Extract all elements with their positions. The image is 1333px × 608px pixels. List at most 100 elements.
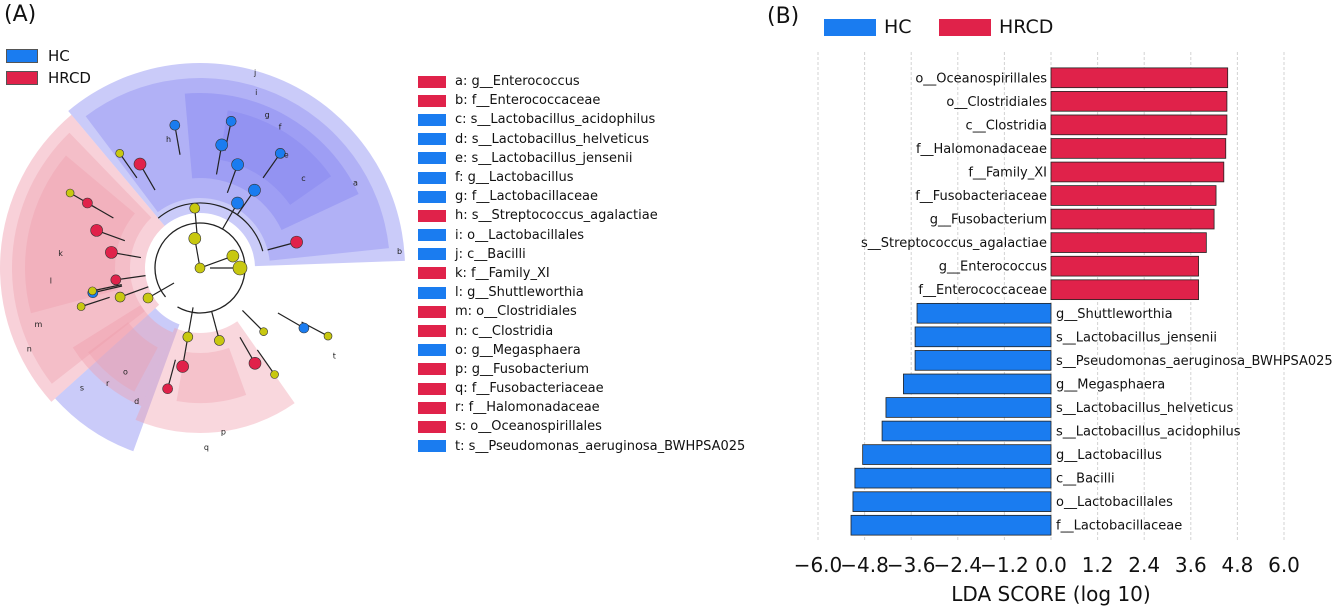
- cladogram-letter: n: [27, 344, 32, 353]
- cladogram-node: [248, 356, 262, 370]
- taxa-legend-swatch: [418, 229, 446, 242]
- cladogram-letter: o: [123, 367, 128, 376]
- legend-b-hrcd: HRCD: [939, 16, 1053, 38]
- cladogram-node: [133, 157, 147, 171]
- cladogram-node: [188, 232, 202, 245]
- clade-sector-clostridiales: [12, 132, 152, 384]
- cladogram-letter: g: [265, 110, 270, 119]
- clade-sector-megasphaera: [55, 308, 180, 452]
- taxa-legend-label: h: s__Streptococcus_agalactiae: [455, 208, 658, 224]
- x-tick-label: 0.0: [1035, 553, 1067, 577]
- x-tick-label: 2.4: [1128, 553, 1160, 577]
- taxa-legend-item: p: g__Fusobacterium: [418, 360, 745, 379]
- lda-bar-label: g__Lactobacillus: [1056, 448, 1162, 463]
- lda-bar-label: o__Clostridiales: [946, 95, 1047, 110]
- x-tick-label: −1.2: [980, 553, 1029, 577]
- legend-a-hrcd: HRCD: [6, 69, 91, 87]
- cladogram-node: [114, 291, 126, 303]
- cladogram-letter: b: [397, 247, 402, 256]
- lda-bar: [1050, 161, 1225, 183]
- cladogram-letter: j: [253, 69, 256, 78]
- cladogram-node: [65, 188, 75, 198]
- cladogram-letter: m: [34, 320, 42, 329]
- cladogram-letter: i: [255, 88, 257, 97]
- cladogram-node: [90, 224, 103, 237]
- taxa-legend-swatch: [418, 363, 446, 376]
- cladogram-node: [248, 183, 261, 197]
- taxa-legend-item: m: o__Clostridiales: [418, 302, 745, 321]
- taxa-legend-label: a: g__Enterococcus: [455, 74, 580, 90]
- taxa-legend-label: p: g__Fusobacterium: [455, 361, 590, 377]
- cladogram-node: [194, 262, 206, 274]
- cladogram-node: [323, 331, 333, 341]
- cladogram-letter: e: [284, 151, 289, 160]
- clade-sector-oceanospirillales: [72, 305, 173, 407]
- cladogram-node: [231, 196, 244, 210]
- cladogram-node: [270, 370, 279, 379]
- lda-bar-label: g__Fusobacterium: [930, 213, 1047, 228]
- lda-bar: [914, 326, 1052, 348]
- cladogram-branch: [92, 284, 122, 292]
- lda-bar-label: f__Fusobacteriaceae: [915, 189, 1047, 204]
- cladogram-node: [189, 202, 201, 214]
- x-tick-label: 1.2: [1082, 553, 1114, 577]
- x-axis-label: LDA SCORE (log 10): [951, 582, 1150, 606]
- taxa-legend-swatch: [418, 401, 446, 414]
- lda-bar: [903, 373, 1052, 395]
- cladogram-node: [226, 249, 240, 263]
- taxa-legend-item: i: o__Lactobacillales: [418, 226, 745, 245]
- cladogram-letter: a: [353, 178, 358, 187]
- taxa-legend-swatch: [418, 209, 446, 222]
- lda-bar-label: c__Bacilli: [1056, 472, 1115, 487]
- taxa-legend-label: e: s__Lactobacillus_jensenii: [455, 150, 633, 166]
- taxa-legend: a: g__Enterococcus b: f__Enterococcaceae c…: [418, 72, 745, 456]
- cladogram-letter: p: [221, 427, 226, 436]
- cladogram-node: [82, 197, 93, 209]
- lda-bar: [1050, 114, 1228, 136]
- cladogram-letter: s: [80, 383, 84, 392]
- taxa-legend-item: h: s__Streptococcus_agalactiae: [418, 206, 745, 225]
- taxa-legend-swatch: [418, 152, 446, 165]
- taxa-legend-item: t: s__Pseudomonas_aeruginosa_BWHPSA025: [418, 437, 745, 456]
- cladogram-node: [215, 138, 229, 152]
- lda-bar: [881, 420, 1052, 442]
- cladogram-node: [169, 119, 181, 131]
- taxa-legend-label: d: s__Lactobacillus_helveticus: [455, 131, 650, 147]
- cladogram-branch: [80, 296, 110, 308]
- cladogram-node: [225, 115, 237, 127]
- taxa-legend-swatch: [418, 190, 446, 203]
- cladogram-node: [290, 235, 303, 249]
- taxa-legend-label: k: f__Family_XI: [455, 265, 550, 281]
- taxa-legend-swatch: [418, 75, 446, 88]
- legend-a-hc-swatch: [6, 49, 38, 63]
- cladogram-node: [110, 274, 122, 286]
- cladogram-letter: c: [301, 174, 305, 183]
- cladogram-letter: f: [279, 122, 282, 131]
- taxa-legend-label: b: f__Enterococcaceae: [455, 93, 601, 109]
- cladogram-branch: [256, 349, 276, 375]
- taxa-legend-label: g: f__Lactobacillaceae: [455, 189, 599, 205]
- cladogram-branch: [119, 152, 138, 179]
- legend-a-hc: HC: [6, 47, 70, 65]
- taxa-legend-swatch: [418, 305, 446, 318]
- legend-b-hc-swatch: [824, 18, 876, 36]
- lda-bar: [850, 514, 1052, 536]
- taxa-legend-item: f: g__Lactobacillus: [418, 168, 745, 187]
- cladogram-node: [232, 260, 248, 276]
- taxa-legend-swatch: [418, 113, 446, 126]
- clade-sector-fusobacteriaceae: [135, 321, 295, 433]
- lda-bar: [862, 444, 1052, 465]
- clade-sector-family-xi: [25, 155, 135, 314]
- taxa-legend-label: j: c__Bacilli: [455, 246, 526, 262]
- legend-b-hrcd-swatch: [939, 18, 991, 36]
- taxa-legend-item: r: f__Halomonadaceae: [418, 398, 745, 417]
- lda-bar-label: o__Lactobacillales: [1056, 495, 1173, 510]
- lda-bar: [1050, 255, 1199, 277]
- x-tick-label: −2.4: [934, 553, 983, 577]
- cladogram-letter: k: [58, 249, 63, 258]
- lda-bar: [1050, 185, 1217, 206]
- taxa-legend-item: b: f__Enterococcaceae: [418, 91, 745, 110]
- cladogram-node: [259, 327, 268, 336]
- lda-bar-label: g__Enterococcus: [939, 260, 1047, 275]
- taxa-legend-item: d: s__Lactobacillus_helveticus: [418, 130, 745, 149]
